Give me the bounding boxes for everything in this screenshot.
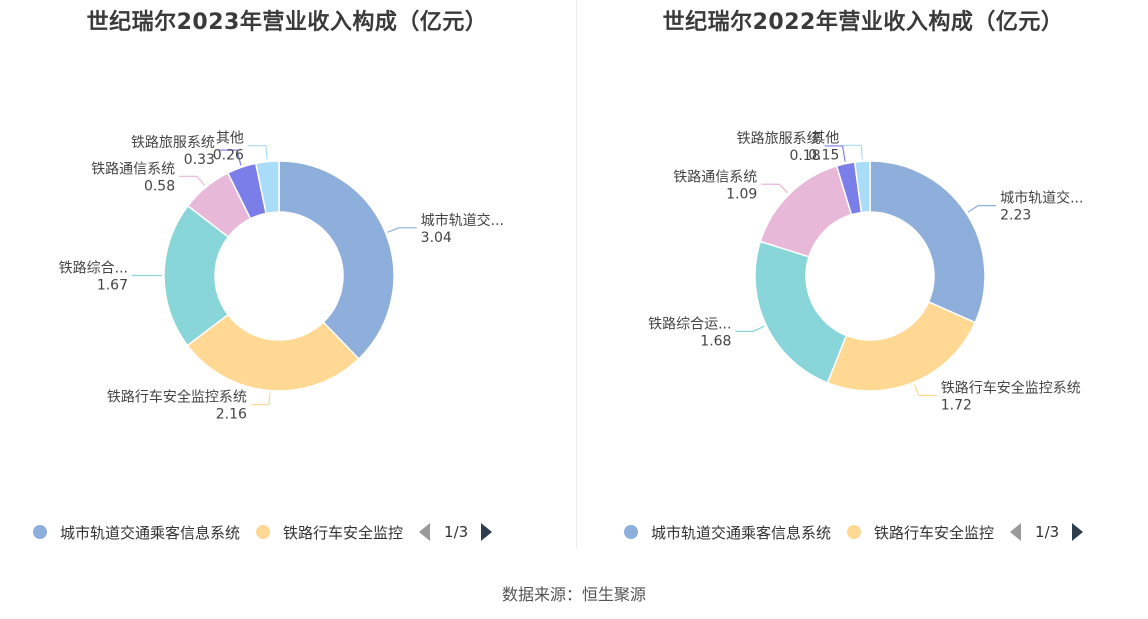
- slice-label: 城市轨道交...: [1000, 190, 1083, 207]
- slice-value-label: 2.23: [1000, 208, 1031, 224]
- legend-dot-icon: [33, 525, 47, 539]
- chart-title: 世纪瑞尔2023年营业收入构成（亿元）: [86, 10, 488, 35]
- legend-label: 铁路行车安全监控: [874, 523, 995, 542]
- slice-label: 铁路行车安全监控系统: [107, 389, 247, 406]
- slice-value-label: 1.68: [700, 333, 731, 349]
- slice-value-label: 0.33: [184, 152, 215, 168]
- legend: 城市轨道交通乘客信息系统 铁路行车安全监控 1/3: [624, 519, 1084, 545]
- slice-value-label: 0.18: [789, 148, 820, 164]
- slice-label: 铁路综合...: [59, 260, 128, 276]
- slice-label: 其他: [216, 131, 244, 147]
- legend-item[interactable]: 城市轨道交通乘客信息系统: [33, 522, 240, 543]
- slice-label: 铁路通信系统: [91, 161, 175, 177]
- chart-panel-2022: 世纪瑞尔2022年营业收入构成（亿元） 城市轨道交... 2.23 铁路行车安全监控…: [578, 0, 1148, 560]
- label-leader-line: [250, 392, 271, 406]
- slice-value-label: 0.26: [213, 148, 244, 164]
- pie-slice[interactable]: [759, 165, 853, 258]
- slice-value-label: 1.09: [726, 186, 757, 202]
- slice-value-label: 0.15: [808, 147, 839, 163]
- prev-page-icon[interactable]: [419, 523, 431, 541]
- label-leader-line: [387, 227, 417, 233]
- slice-label: 铁路行车安全监控系统: [941, 379, 1081, 396]
- legend-dot-icon: [256, 525, 271, 539]
- legend-label: 城市轨道交通乘客信息系统: [60, 523, 241, 542]
- label-leader-line: [824, 145, 846, 162]
- pie-slice[interactable]: [186, 313, 360, 392]
- label-leader-line: [843, 144, 863, 160]
- slice-value-label: 1.72: [941, 397, 972, 413]
- slice-label: 其他: [811, 130, 839, 146]
- legend-item[interactable]: 城市轨道交通乘客信息系统: [624, 522, 831, 543]
- slice-label: 城市轨道交...: [421, 212, 504, 229]
- legend-item[interactable]: 铁路行车安全监控: [256, 522, 403, 543]
- label-leader-line: [247, 145, 268, 160]
- label-leader-line: [218, 149, 242, 166]
- legend-label: 城市轨道交通乘客信息系统: [651, 523, 832, 542]
- chart-panel-2023: 世纪瑞尔2023年营业收入构成（亿元） 城市轨道交... 3.04 铁路行车安全监控…: [0, 0, 574, 560]
- legend-dot-icon: [624, 525, 638, 539]
- slice-value-label: 1.67: [97, 277, 128, 293]
- next-page-icon[interactable]: [481, 523, 493, 541]
- pie-slice[interactable]: [754, 240, 848, 384]
- pie-slice[interactable]: [826, 300, 977, 392]
- label-leader-line: [913, 384, 937, 397]
- next-page-icon[interactable]: [1072, 523, 1084, 541]
- legend-pager: 1/3: [1010, 523, 1084, 541]
- slice-label: 铁路通信系统: [673, 169, 757, 185]
- slice-label: 铁路综合运...: [648, 316, 731, 332]
- panel-divider: [576, 0, 577, 548]
- legend: 城市轨道交通乘客信息系统 铁路行车安全监控 1/3: [33, 519, 493, 545]
- slice-value-label: 3.04: [421, 230, 452, 246]
- pie-slice[interactable]: [254, 160, 280, 215]
- label-leader-line: [179, 175, 206, 186]
- pie-slice[interactable]: [869, 160, 986, 324]
- slice-label: 铁路旅服系统: [131, 135, 215, 151]
- label-leader-line: [967, 205, 997, 213]
- legend-label: 铁路行车安全监控: [283, 523, 404, 542]
- chart-title: 世纪瑞尔2022年营业收入构成（亿元）: [662, 10, 1064, 35]
- slice-value-label: 2.16: [216, 407, 247, 423]
- legend-item[interactable]: 铁路行车安全监控: [847, 522, 994, 543]
- legend-page-indicator: 1/3: [444, 523, 469, 541]
- prev-page-icon[interactable]: [1010, 523, 1022, 541]
- label-leader-line: [735, 325, 765, 332]
- legend-pager: 1/3: [419, 523, 493, 541]
- label-leader-line: [761, 183, 789, 194]
- data-source: 数据来源：恒生聚源: [501, 585, 646, 604]
- legend-page-indicator: 1/3: [1035, 523, 1060, 541]
- legend-dot-icon: [847, 525, 862, 539]
- slice-label: 铁路旅服系统: [737, 131, 821, 147]
- pie-slice[interactable]: [278, 160, 395, 360]
- pie-slice[interactable]: [853, 160, 871, 214]
- slice-value-label: 0.58: [144, 178, 175, 194]
